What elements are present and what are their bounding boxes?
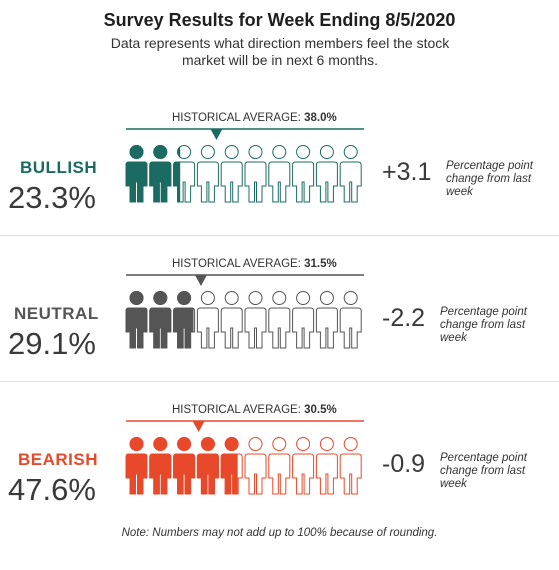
change-value-neutral: -2.2 xyxy=(382,304,426,332)
pictograph-bearish xyxy=(125,420,364,495)
person-figure xyxy=(196,145,219,203)
pictograph-bullish xyxy=(125,128,364,203)
person-figure xyxy=(149,145,172,203)
person-figure xyxy=(339,291,362,349)
person-figure xyxy=(268,437,291,495)
section-bullish: HISTORICAL AVERAGE: 38.0% BULLISH 23.3% … xyxy=(0,94,559,234)
historical-average-marker xyxy=(194,275,207,286)
person-figure xyxy=(125,145,148,203)
person-figure xyxy=(292,291,315,349)
person-figure xyxy=(149,437,172,495)
person-figure xyxy=(315,291,338,349)
person-figure xyxy=(196,291,219,349)
person-figure xyxy=(220,145,243,203)
change-value-bullish: +3.1 xyxy=(382,158,432,186)
historical-average-marker xyxy=(210,129,223,140)
person-figure xyxy=(339,437,362,495)
change-note-bearish: Percentage point change from last week xyxy=(440,452,527,490)
person-figure xyxy=(173,437,196,495)
divider xyxy=(0,381,559,382)
person-figure xyxy=(220,291,243,349)
person-figure xyxy=(149,291,172,349)
person-figure xyxy=(292,437,315,495)
person-figure xyxy=(125,437,148,495)
series-label-bearish: BEARISH xyxy=(18,450,99,469)
divider xyxy=(0,235,559,236)
series-value-bullish: 23.3% xyxy=(8,180,96,215)
series-label-bullish: BULLISH xyxy=(20,158,98,177)
section-neutral: HISTORICAL AVERAGE: 31.5% NEUTRAL 29.1% … xyxy=(0,240,559,380)
series-label-neutral: NEUTRAL xyxy=(14,304,99,323)
person-figure xyxy=(196,437,219,495)
footnote: Note: Numbers may not add up to 100% bec… xyxy=(121,527,438,539)
historical-average-label: HISTORICAL AVERAGE: xyxy=(172,258,305,270)
person-figure xyxy=(268,291,291,349)
pictograph-neutral xyxy=(125,274,364,349)
person-figure xyxy=(292,145,315,203)
historical-average-value: 31.5% xyxy=(304,258,337,270)
person-figure xyxy=(315,145,338,203)
person-figure xyxy=(339,145,362,203)
historical-average-marker xyxy=(192,421,205,432)
person-figure xyxy=(244,291,267,349)
historical-average-label: HISTORICAL AVERAGE: xyxy=(172,404,305,416)
person-figure xyxy=(220,437,243,495)
change-note-bullish: Percentage point change from last week xyxy=(446,160,533,198)
person-figure xyxy=(244,145,267,203)
page-subtitle: Data represents what direction members f… xyxy=(110,35,450,68)
historical-average-text: HISTORICAL AVERAGE: 30.5% xyxy=(172,404,337,416)
change-value-bearish: -0.9 xyxy=(382,450,426,478)
person-figure xyxy=(244,437,267,495)
historical-average-label: HISTORICAL AVERAGE: xyxy=(172,112,305,124)
historical-average-text: HISTORICAL AVERAGE: 38.0% xyxy=(172,112,337,124)
section-bearish: HISTORICAL AVERAGE: 30.5% BEARISH 47.6% … xyxy=(0,386,559,526)
historical-average-text: HISTORICAL AVERAGE: 31.5% xyxy=(172,258,337,270)
person-figure xyxy=(268,145,291,203)
person-figure xyxy=(173,291,196,349)
change-note-neutral: Percentage point change from last week xyxy=(440,306,527,344)
page-title: Survey Results for Week Ending 8/5/2020 xyxy=(103,10,456,30)
person-figure xyxy=(173,145,196,203)
series-value-bearish: 47.6% xyxy=(8,472,96,507)
historical-average-value: 30.5% xyxy=(304,404,337,416)
series-value-neutral: 29.1% xyxy=(8,326,96,361)
person-figure xyxy=(315,437,338,495)
historical-average-value: 38.0% xyxy=(304,112,337,124)
person-figure xyxy=(125,291,148,349)
